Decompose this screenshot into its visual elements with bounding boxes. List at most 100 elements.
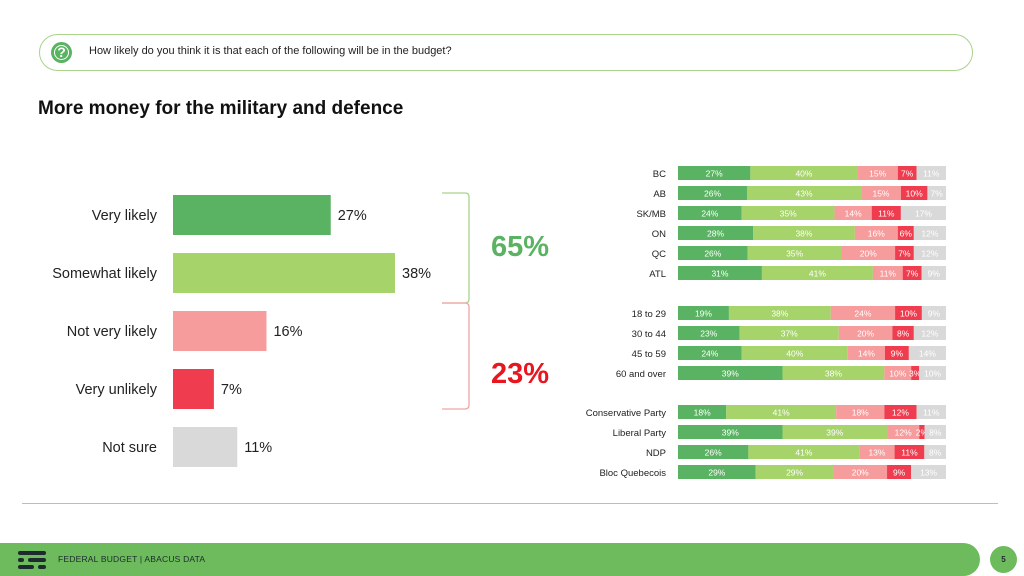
segment-value-label: 38%: [795, 229, 812, 239]
stacked-segment: [913, 246, 946, 260]
segment-value-label: 20%: [852, 468, 869, 478]
segment-value-label: 10%: [900, 309, 917, 319]
likely-bracket: [442, 192, 470, 304]
stacked-segment: [782, 425, 888, 439]
stacked-segment: [924, 425, 946, 439]
stacked-segment: [919, 366, 946, 380]
segment-value-label: 29%: [786, 468, 803, 478]
segment-row-label: NDP: [646, 448, 666, 459]
stacked-segment: [739, 326, 839, 340]
footer-text: FEDERAL BUDGET | ABACUS DATA: [58, 554, 206, 564]
stacked-segment: [678, 226, 754, 240]
stacked-segment: [678, 326, 740, 340]
segment-value-label: 3%: [909, 369, 922, 379]
segment-value-label: 9%: [893, 468, 906, 478]
stacked-segment: [892, 326, 914, 340]
segment-value-label: 20%: [857, 329, 874, 339]
segment-value-label: 12%: [921, 229, 938, 239]
stacked-segment: [833, 465, 888, 479]
segment-value-label: 38%: [771, 309, 788, 319]
segment-value-label: 31%: [711, 269, 728, 279]
bar: [173, 253, 395, 293]
stacked-segment: [728, 306, 831, 320]
segment-value-label: 7%: [906, 269, 919, 279]
segment-row-label: SK/MB: [636, 209, 666, 220]
segment-value-label: 9%: [891, 349, 904, 359]
segment-value-label: 37%: [781, 329, 798, 339]
stacked-segment: [895, 246, 914, 260]
stacked-segment: [748, 445, 860, 459]
segment-value-label: 27%: [706, 169, 723, 179]
stacked-segment: [678, 346, 742, 360]
segment-value-label: 26%: [704, 249, 721, 259]
stacked-segment: [921, 306, 946, 320]
chart-title: More money for the military and defence: [38, 98, 404, 119]
stacked-segment: [741, 206, 835, 220]
segment-value-label: 39%: [722, 369, 739, 379]
stacked-segment: [782, 366, 885, 380]
segment-value-label: 11%: [880, 269, 897, 279]
stacked-segment: [916, 166, 946, 180]
segment-value-label: 7%: [931, 189, 944, 199]
category-label: Not very likely: [67, 324, 158, 340]
stacked-segment: [908, 346, 946, 360]
segment-value-label: 19%: [695, 309, 712, 319]
segment-value-label: 7%: [898, 249, 911, 259]
stacked-segment: [838, 326, 893, 340]
segment-value-label: 41%: [809, 269, 826, 279]
segment-value-label: 40%: [795, 169, 812, 179]
segment-value-label: 24%: [854, 309, 871, 319]
bar-value-label: 27%: [338, 208, 367, 224]
segment-value-label: 7%: [901, 169, 914, 179]
stacked-segment: [897, 166, 917, 180]
stacked-segment: [830, 306, 896, 320]
stacked-segment: [841, 246, 896, 260]
segment-row-label: Conservative Party: [586, 408, 667, 419]
segment-value-label: 10%: [924, 369, 941, 379]
bar-value-label: 7%: [221, 382, 242, 398]
stacked-segment: [678, 246, 748, 260]
segment-value-label: 10%: [889, 369, 906, 379]
bar: [173, 369, 214, 409]
question-box: ? How likely do you think it is that eac…: [39, 34, 973, 71]
segment-row-label: BC: [653, 169, 666, 180]
segment-value-label: 41%: [795, 448, 812, 458]
segment-value-label: 20%: [860, 249, 877, 259]
stacked-segment: [859, 445, 895, 459]
stacked-segment: [836, 405, 885, 419]
stacked-segment: [871, 206, 901, 220]
segment-value-label: 24%: [701, 349, 718, 359]
segment-value-label: 11%: [923, 169, 940, 179]
bar: [173, 427, 238, 467]
segment-value-label: 29%: [708, 468, 725, 478]
segment-value-label: 6%: [900, 229, 913, 239]
stacked-segment: [678, 266, 762, 280]
segment-value-label: 12%: [921, 249, 938, 259]
segment-value-label: 12%: [921, 329, 938, 339]
segment-value-label: 13%: [868, 448, 885, 458]
segment-value-label: 26%: [705, 448, 722, 458]
segment-row-label: Liberal Party: [613, 428, 667, 439]
category-label: Not sure: [102, 440, 157, 456]
bar: [173, 195, 331, 235]
segment-row-label: 60 and over: [616, 369, 666, 380]
stacked-segment: [678, 366, 783, 380]
stacked-segment: [872, 266, 903, 280]
abacus-logo-icon: [18, 551, 46, 569]
segment-row-label: 30 to 44: [632, 329, 666, 340]
total-likely-label: 65%: [491, 231, 549, 263]
stacked-segment: [884, 366, 912, 380]
stacked-segment: [902, 266, 922, 280]
segment-value-label: 8%: [929, 448, 942, 458]
bar-value-label: 11%: [244, 440, 272, 456]
segment-value-label: 40%: [786, 349, 803, 359]
stacked-segment: [924, 445, 946, 459]
stacked-segment: [916, 405, 946, 419]
segment-row-label: 45 to 59: [632, 349, 666, 360]
segment-value-label: 17%: [915, 209, 932, 219]
segment-value-label: 15%: [872, 189, 889, 199]
stacked-segment: [897, 226, 914, 240]
segment-value-label: 9%: [928, 309, 941, 319]
stacked-segment: [911, 465, 946, 479]
segment-row-label: QC: [652, 249, 666, 260]
